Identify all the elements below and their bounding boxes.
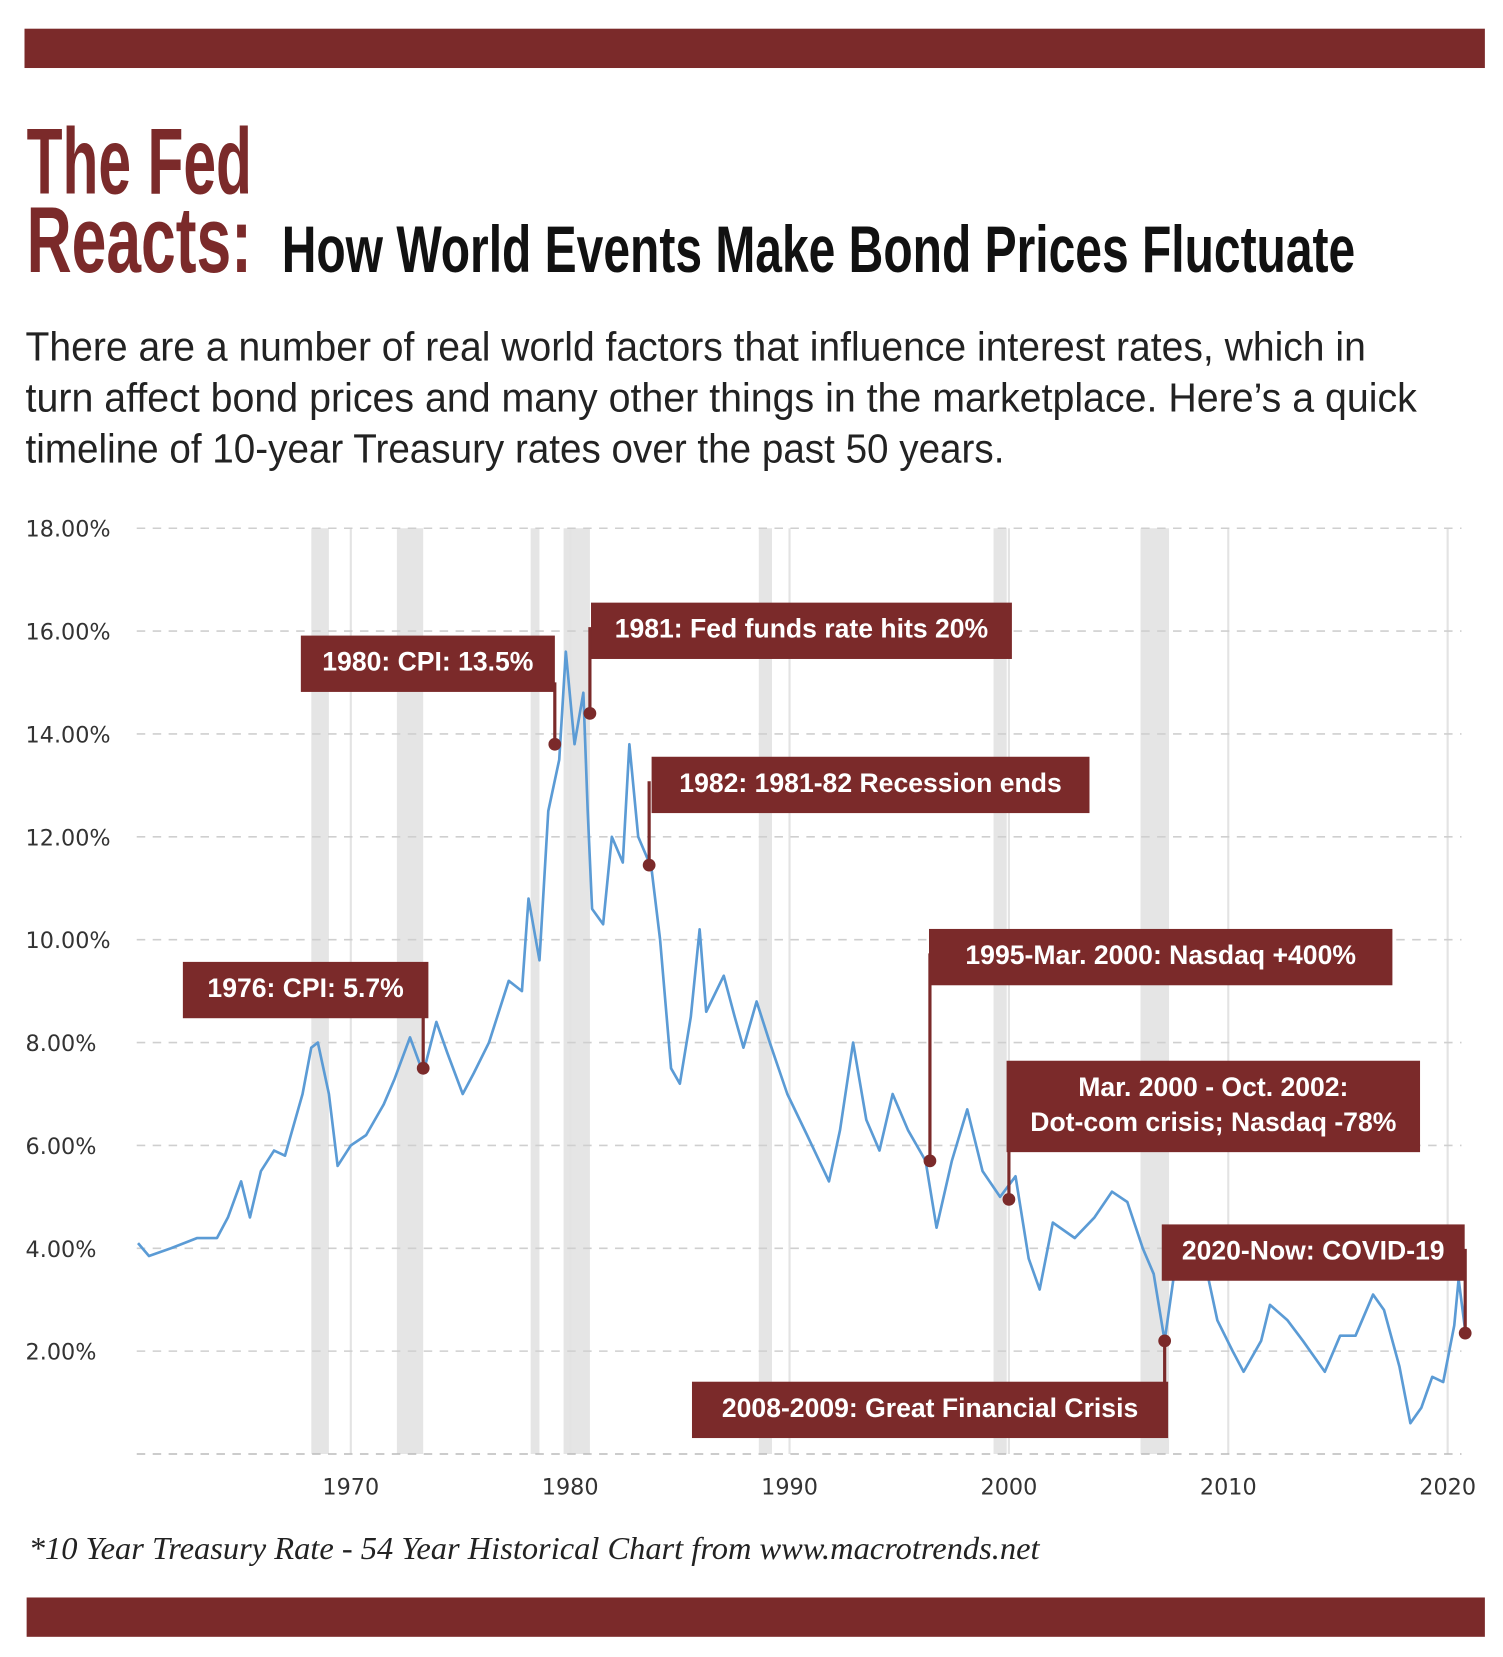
intro-line: turn affect bond prices and many other t… bbox=[26, 374, 1418, 420]
y-tick-label: 8.00% bbox=[26, 1031, 97, 1057]
annotation-box bbox=[300, 635, 555, 692]
rate-line bbox=[137, 650, 1467, 1425]
x-tick-label: 2000 bbox=[981, 1474, 1038, 1500]
annotation-dot bbox=[1158, 1334, 1172, 1348]
annotation-dot bbox=[642, 858, 656, 872]
y-tick-label: 2.00% bbox=[26, 1340, 97, 1366]
y-tick-label: 10.00% bbox=[26, 928, 111, 954]
annotation-label: 1995-Mar. 2000: Nasdaq +400% bbox=[965, 940, 1356, 970]
x-tick-label: 2010 bbox=[1200, 1474, 1257, 1500]
annotation-dot bbox=[1002, 1193, 1016, 1206]
chart: 1970 1980 1990 2000 2010 2020 2.00% 4.00% 6.00% 8… bbox=[26, 517, 1476, 1501]
intro-line: There are a number of real world factors… bbox=[26, 323, 1366, 369]
y-tick-label: 4.00% bbox=[26, 1237, 97, 1263]
title-line: Reacts: bbox=[27, 187, 252, 292]
y-tick-label: 6.00% bbox=[26, 1134, 97, 1160]
annotation-box bbox=[591, 602, 1012, 659]
annotation-box bbox=[182, 961, 429, 1019]
annotation-box bbox=[1161, 1224, 1465, 1281]
annotation-label: 1981: Fed funds rate hits 20% bbox=[615, 614, 988, 644]
annotation-label: 1976: CPI: 5.7% bbox=[207, 973, 403, 1003]
annotation-dot bbox=[583, 707, 597, 720]
annotation-label: 1982: 1981-82 Recession ends bbox=[679, 768, 1061, 798]
y-tick-label: 18.00% bbox=[26, 517, 111, 543]
annotation-dot bbox=[1458, 1326, 1472, 1340]
y-tick-label: 16.00% bbox=[26, 620, 111, 646]
title-line: The Fed bbox=[27, 108, 252, 213]
shaded-range bbox=[530, 528, 540, 1454]
footnote: *10 Year Treasury Rate - 54 Year Histori… bbox=[29, 1531, 1041, 1566]
annotation-box bbox=[1006, 1060, 1421, 1153]
x-tick-label: 1990 bbox=[761, 1474, 818, 1500]
shaded-range bbox=[993, 528, 1007, 1454]
x-tick-label: 1980 bbox=[542, 1474, 599, 1500]
annotation-label: 2008-2009: Great Financial Crisis bbox=[722, 1393, 1138, 1423]
annotation-box bbox=[651, 756, 1090, 814]
x-tick-label: 2020 bbox=[1419, 1474, 1476, 1500]
intro-line: timeline of 10-year Treasury rates over … bbox=[26, 425, 1005, 471]
annotation-dot bbox=[548, 737, 562, 751]
subtitle: How World Events Make Bond Prices Fluctu… bbox=[282, 212, 1355, 286]
x-tick-label: 1970 bbox=[322, 1474, 379, 1500]
annotation-box bbox=[928, 928, 1393, 986]
annotation-label: Mar. 2000 - Oct. 2002: bbox=[1078, 1072, 1348, 1102]
shaded-range bbox=[758, 528, 772, 1454]
annotation-box bbox=[691, 1381, 1169, 1439]
y-tick-label: 14.00% bbox=[26, 722, 111, 748]
annotation-dot bbox=[416, 1061, 430, 1075]
annotation-label: 1980: CPI: 13.5% bbox=[322, 647, 533, 677]
shaded-range bbox=[1140, 528, 1170, 1454]
bottom-bar bbox=[26, 1597, 1485, 1637]
y-tick-label: 12.00% bbox=[26, 825, 111, 851]
annotation-label: 2020-Now: COVID-19 bbox=[1182, 1235, 1445, 1265]
annotation-dot bbox=[923, 1154, 937, 1168]
top-bar bbox=[24, 28, 1485, 69]
annotation-label: Dot-com crisis; Nasdaq -78% bbox=[1030, 1107, 1396, 1137]
